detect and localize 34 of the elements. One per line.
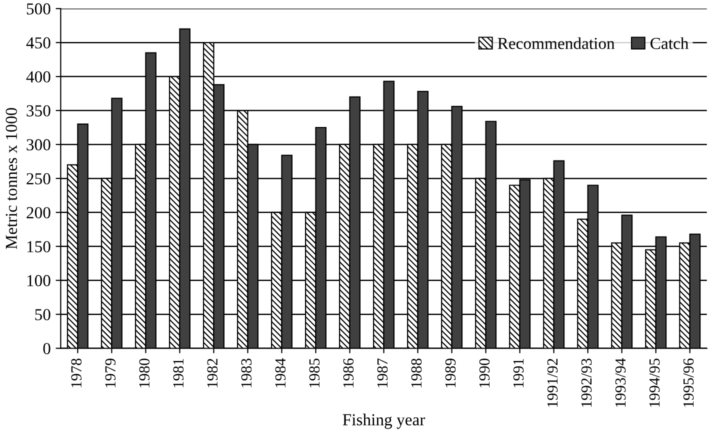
x-axis-title: Fishing year — [342, 414, 426, 429]
legend-label: Recommendation — [498, 37, 615, 50]
y-tick-label: 0 — [43, 343, 50, 354]
y-axis-title: Metric tonnes x 1000 — [6, 108, 18, 250]
x-tick-label: 1985 — [309, 358, 320, 388]
y-tick-label: 50 — [35, 309, 50, 320]
y-tick-label: 100 — [27, 275, 50, 286]
y-tick-label: 450 — [26, 37, 50, 49]
x-tick-label: 1989 — [445, 358, 456, 388]
x-tick-label: 1984 — [275, 358, 286, 388]
x-tick-label: 1991 — [513, 358, 524, 388]
x-tick-label: 1983 — [241, 358, 252, 388]
x-tick-label: 1982 — [207, 358, 218, 388]
x-tick-label: 1992/93 — [581, 358, 592, 407]
x-tick-label: 1986 — [343, 358, 354, 388]
x-tick-label: 1991/92 — [547, 358, 558, 407]
x-tick-label: 1994/95 — [649, 358, 660, 407]
x-tick-label: 1979 — [105, 358, 116, 388]
x-tick-label: 1993/94 — [615, 358, 626, 407]
x-tick-label: 1990 — [479, 358, 490, 388]
y-tick-label: 250 — [26, 173, 50, 184]
x-tick-label: 1980 — [139, 358, 150, 388]
x-tick-label: 1995/96 — [683, 358, 694, 407]
legend-label: Catch — [650, 37, 689, 50]
y-tick-label: 500 — [26, 3, 50, 15]
x-tick-label: 1978 — [71, 358, 82, 388]
x-tick-label: 1987 — [377, 358, 388, 388]
y-tick-label: 200 — [26, 207, 50, 218]
y-tick-label: 350 — [26, 105, 50, 116]
x-tick-label: 1981 — [173, 358, 184, 388]
x-tick-label: 1988 — [411, 358, 422, 388]
y-tick-label: 300 — [26, 139, 50, 150]
y-tick-label: 400 — [26, 71, 50, 82]
y-tick-label: 150 — [27, 241, 50, 252]
